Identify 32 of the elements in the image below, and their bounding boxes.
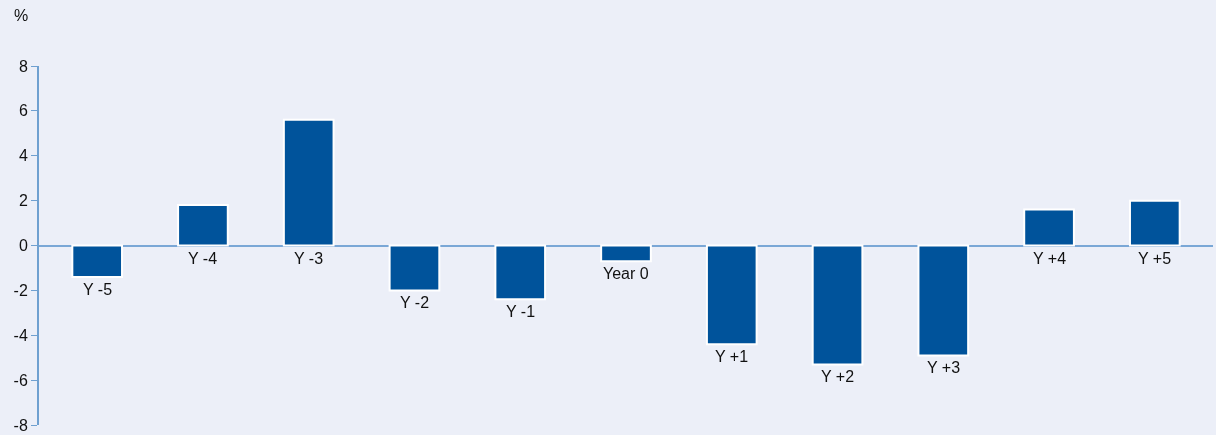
y-tick-label: 6 xyxy=(18,102,28,120)
bar xyxy=(494,244,547,301)
y-tick-label: -8 xyxy=(13,416,28,434)
y-tick-label: 8 xyxy=(18,57,28,75)
bar xyxy=(388,244,441,292)
y-tick-label: -6 xyxy=(13,371,28,389)
x-tick-label: Year 0 xyxy=(603,265,649,282)
x-tick-label: Y -4 xyxy=(188,250,218,267)
bar xyxy=(71,244,124,278)
bar xyxy=(600,244,652,263)
bar xyxy=(811,244,864,366)
y-tick-label: -2 xyxy=(13,281,28,299)
x-tick-label: Y +1 xyxy=(715,348,749,365)
x-tick-label: Y +4 xyxy=(1033,250,1067,267)
x-tick-label: Y +5 xyxy=(1138,250,1172,267)
bar xyxy=(917,244,970,357)
x-tick-label: Y -3 xyxy=(294,250,324,267)
x-tick-label: Y -2 xyxy=(400,294,430,311)
x-tick-label: Y +2 xyxy=(821,368,855,385)
bar xyxy=(1023,208,1075,247)
x-tick-label: Y -5 xyxy=(83,281,113,298)
y-tick-label: 2 xyxy=(18,192,28,210)
bar xyxy=(1128,199,1181,247)
y-tick-label: 0 xyxy=(18,237,28,255)
bar xyxy=(705,244,758,346)
y-tick-label: 4 xyxy=(18,147,28,165)
y-tick-label: -4 xyxy=(13,326,28,344)
bar xyxy=(177,204,229,247)
bar xyxy=(282,118,335,247)
x-tick-label: Y +3 xyxy=(927,359,961,376)
y-axis-title: % xyxy=(14,7,29,24)
x-tick-label: Y -1 xyxy=(506,303,536,320)
